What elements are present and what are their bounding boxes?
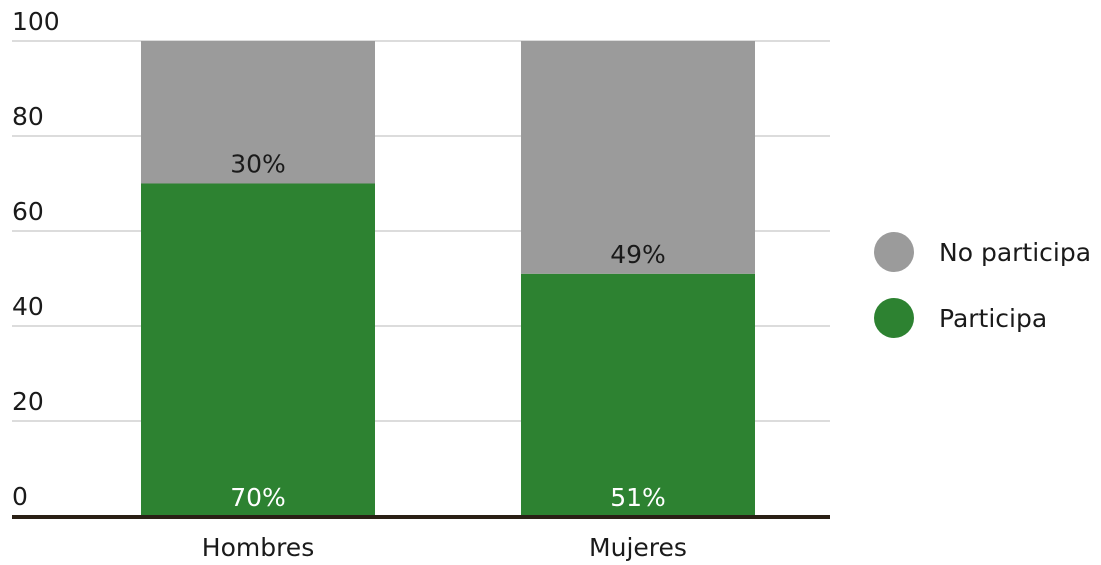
bars: 70% 30% 51% 49% bbox=[141, 41, 755, 516]
legend-label-participa: Participa bbox=[939, 303, 1048, 333]
y-tick-label-0: 0 bbox=[12, 482, 28, 511]
x-tick-label-mujeres: Mujeres bbox=[589, 533, 687, 562]
y-tick-label-40: 40 bbox=[12, 292, 44, 321]
legend-item-participa: Participa bbox=[874, 298, 1091, 338]
legend-item-no-participa: No participa bbox=[874, 232, 1091, 272]
legend-swatch-participa bbox=[874, 298, 914, 338]
y-tick-label-100: 100 bbox=[12, 7, 60, 36]
bar-mujeres-participa bbox=[521, 273, 755, 516]
bar-hombres-participa bbox=[141, 183, 375, 516]
y-tick-label-80: 80 bbox=[12, 102, 44, 131]
x-axis-ticks: Hombres Mujeres bbox=[202, 533, 687, 562]
data-label-mujeres-participa: 51% bbox=[610, 483, 666, 512]
legend-label-no-participa: No participa bbox=[939, 237, 1092, 267]
data-label-mujeres-no-participa: 49% bbox=[610, 240, 666, 269]
data-label-hombres-no-participa: 30% bbox=[230, 150, 286, 179]
y-tick-label-20: 20 bbox=[12, 387, 44, 416]
data-label-hombres-participa: 70% bbox=[230, 483, 286, 512]
y-axis-ticks: 0 20 40 60 80 100 bbox=[12, 7, 60, 511]
bar-hombres-no-participa bbox=[141, 41, 375, 184]
bar-mujeres-no-participa bbox=[521, 41, 755, 274]
x-tick-label-hombres: Hombres bbox=[202, 533, 314, 562]
y-tick-label-60: 60 bbox=[12, 197, 44, 226]
legend: No participa Participa bbox=[874, 232, 1091, 364]
legend-swatch-no-participa bbox=[874, 232, 914, 272]
